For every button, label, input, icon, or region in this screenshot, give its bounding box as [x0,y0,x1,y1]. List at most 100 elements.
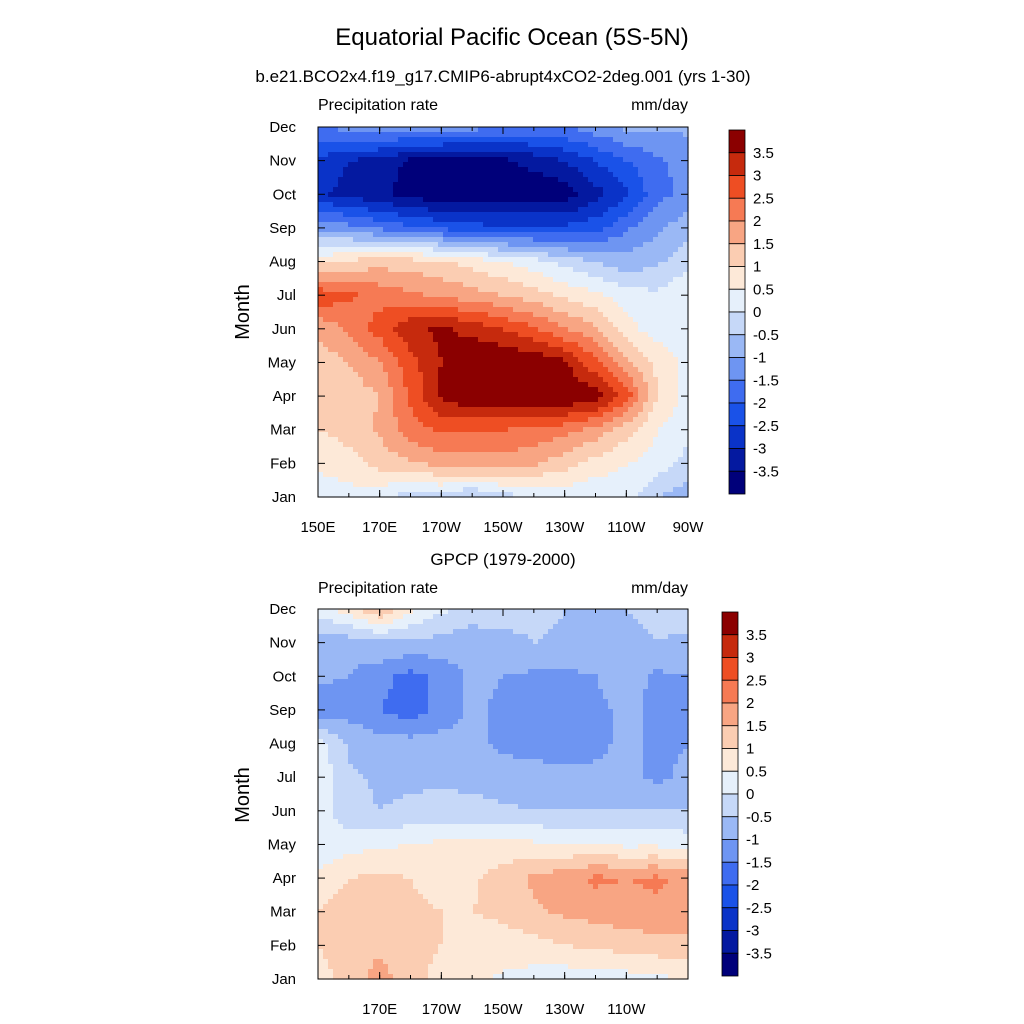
contour-cell [428,362,434,368]
contour-cell [333,262,339,268]
contour-cell [588,227,594,233]
contour-cell [553,157,559,163]
contour-cell [388,272,394,278]
contour-cell [453,437,459,443]
contour-cell [358,407,364,413]
contour-cell [463,317,469,323]
contour-cell [488,417,494,423]
contour-cell [608,317,614,323]
contour-cell [488,452,494,458]
contour-cell [678,147,684,153]
contour-cell [598,127,604,133]
contour-cell [558,352,564,358]
contour-cell [548,342,554,348]
contour-cell [573,232,579,238]
contour-cell [428,347,434,353]
contour-cell [673,447,679,453]
contour-cell [453,247,459,253]
contour-cell [433,162,439,168]
contour-cell [538,427,544,433]
contour-cell [563,457,569,463]
contour-cell [483,372,489,378]
contour-cell [378,367,384,373]
contour-cell [598,147,604,153]
contour-cell [488,217,494,223]
contour-cell [553,132,559,138]
contour-cell [428,157,434,163]
contour-cell [618,177,624,183]
contour-cell [603,362,609,368]
contour-cell [538,362,544,368]
contour-cell [533,392,539,398]
contour-cell [468,382,474,388]
contour-cell [403,272,409,278]
contour-cell [483,377,489,383]
contour-cell [543,167,549,173]
contour-cell [528,452,534,458]
contour-cell [428,162,434,168]
contour-cell [458,357,464,363]
contour-cell [683,422,689,428]
contour-cell [333,232,339,238]
contour-cell [473,367,479,373]
contour-cell [503,332,509,338]
contour-cell [643,452,649,458]
contour-cell [463,452,469,458]
contour-cell [663,392,669,398]
contour-cell [558,347,564,353]
contour-cell [558,382,564,388]
contour-cell [443,192,449,198]
contour-cell [438,397,444,403]
contour-cell [398,337,404,343]
contour-cell [568,137,574,143]
contour-cell [533,227,539,233]
contour-cell [508,297,514,303]
contour-cell [433,182,439,188]
contour-cell [398,127,404,133]
contour-cell [523,297,529,303]
contour-cell [473,357,479,363]
contour-cell [438,207,444,213]
contour-cell [443,357,449,363]
contour-cell [373,457,379,463]
contour-cell [598,197,604,203]
contour-cell [463,432,469,438]
contour-cell [598,277,604,283]
contour-cell [388,457,394,463]
contour-cell [528,457,534,463]
contour-cell [618,142,624,148]
contour-cell [348,317,354,323]
contour-cell [453,152,459,158]
contour-cell [468,202,474,208]
contour-cell [633,272,639,278]
contour-cell [458,132,464,138]
contour-cell [433,322,439,328]
contour-cell [458,312,464,318]
contour-cell [338,152,344,158]
contour-cell [593,212,599,218]
contour-cell [428,257,434,263]
contour-cell [408,397,414,403]
contour-cell [493,317,499,323]
contour-cell [428,432,434,438]
contour-cell [373,212,379,218]
contour-cell [423,377,429,383]
contour-cell [413,137,419,143]
contour-cell [568,362,574,368]
contour-cell [633,327,639,333]
contour-cell [668,137,674,143]
contour-cell [623,272,629,278]
contour-cell [678,167,684,173]
contour-cell [438,462,444,468]
contour-cell [483,232,489,238]
contour-cell [378,147,384,153]
contour-cell [498,297,504,303]
contour-cell [628,412,634,418]
contour-cell [363,372,369,378]
contour-cell [373,127,379,133]
contour-cell [433,417,439,423]
contour-cell [458,292,464,298]
contour-cell [318,452,324,458]
contour-cell [573,167,579,173]
contour-cell [453,242,459,248]
